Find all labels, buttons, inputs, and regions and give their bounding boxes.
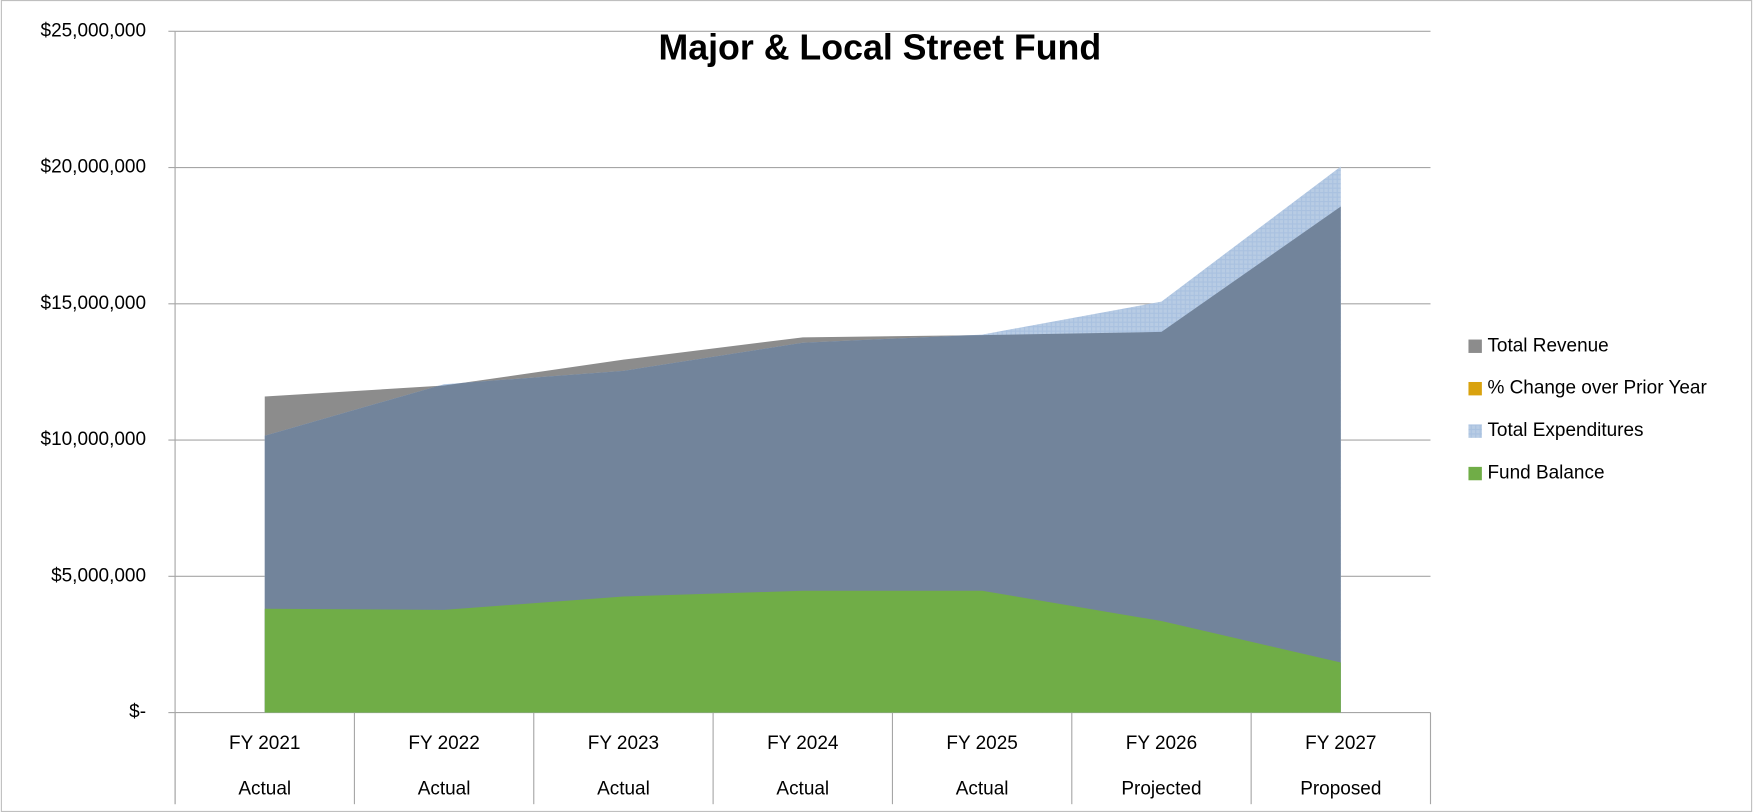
x-tick-label: FY 2027 [1305,733,1376,754]
x-tick-label: Actual [597,779,650,800]
y-tick-label: $10,000,000 [41,429,147,450]
legend-label: Total Expenditures [1487,420,1643,441]
x-tick-label: Actual [956,779,1009,800]
x-tick-label: Actual [238,779,291,800]
x-tick-label: FY 2022 [408,733,479,754]
x-tick-label: Proposed [1300,779,1381,800]
x-tick-label: FY 2023 [588,733,659,754]
legend-swatch [1468,381,1482,396]
y-tick-label: $15,000,000 [41,293,147,314]
chart-title: Major & Local Street Fund [658,28,1101,68]
y-tick-label: $- [129,702,146,723]
area-overlap [264,206,1341,713]
y-tick-label: $20,000,000 [41,157,147,178]
legend-label: Fund Balance [1487,463,1604,484]
x-tick-label: FY 2024 [767,733,838,754]
x-tick-label: FY 2021 [229,733,300,754]
legend-label: Total Revenue [1487,335,1608,356]
x-tick-label: Actual [776,779,829,800]
area [264,590,1341,713]
y-tick-label: $5,000,000 [51,565,146,586]
y-tick-label: $25,000,000 [41,20,147,41]
x-tick-label: Actual [418,779,471,800]
legend-label: % Change over Prior Year [1487,378,1706,399]
legend-swatch [1468,424,1482,438]
legend-swatch [1468,466,1482,481]
x-tick-label: Projected [1121,779,1201,800]
x-tick-label: FY 2026 [1126,733,1197,754]
legend-swatch [1468,339,1482,353]
x-tick-label: FY 2025 [946,733,1017,754]
